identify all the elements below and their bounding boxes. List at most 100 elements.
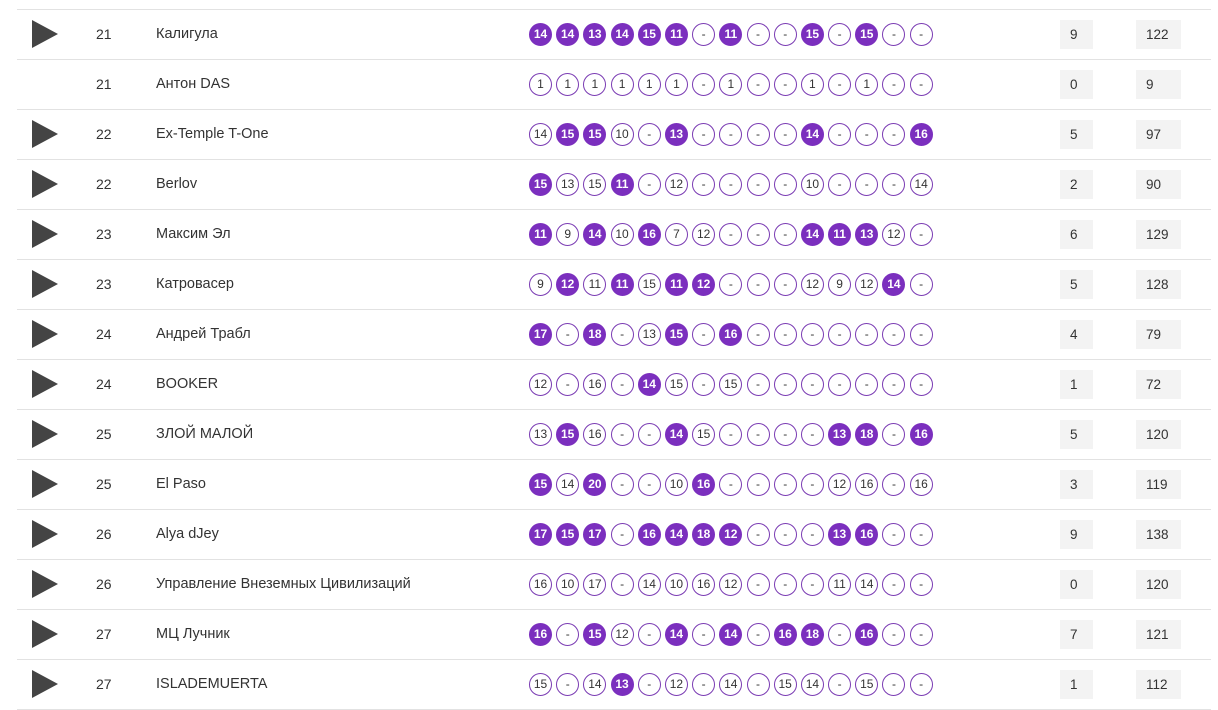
round-scores: 9 12 11 11 15 11 12- - -12 9 12 14-: [529, 273, 937, 296]
table-row: 23 Катровасер 9 12 11 11 15 11 12- - -12 9 12 14-5 128: [17, 260, 1211, 310]
round-score: -: [855, 323, 879, 346]
play-icon[interactable]: [30, 119, 60, 149]
play-icon[interactable]: [30, 669, 60, 699]
wins-count: 9: [1060, 20, 1093, 49]
round-score: -: [692, 73, 716, 96]
round-score-win: 14: [882, 273, 906, 296]
round-score: -: [909, 673, 933, 696]
round-score-win: 14: [664, 523, 688, 546]
round-score: -: [800, 373, 824, 396]
play-icon[interactable]: [30, 569, 60, 599]
play-icon[interactable]: [30, 469, 60, 499]
round-score-win: 15: [529, 473, 552, 496]
place-number: 24: [96, 376, 112, 392]
round-score: -: [909, 323, 933, 346]
round-score-win: 16: [637, 523, 661, 546]
round-score: 12: [719, 573, 743, 596]
team-name: BOOKER: [156, 376, 219, 392]
place-number: 26: [96, 526, 112, 542]
wins-count: 9: [1060, 520, 1093, 549]
round-score: -: [556, 623, 580, 646]
round-score: -: [746, 123, 770, 146]
round-score: -: [637, 473, 661, 496]
round-score: 16: [855, 473, 879, 496]
play-icon[interactable]: [30, 619, 60, 649]
round-score: -: [692, 373, 716, 396]
round-score-win: 14: [583, 223, 607, 246]
round-score: -: [828, 373, 852, 396]
round-score: 14: [855, 573, 879, 596]
total-score: 129: [1136, 220, 1181, 249]
wins-count: 2: [1060, 170, 1093, 199]
round-score: 1: [637, 73, 661, 96]
round-score-win: 14: [610, 23, 634, 46]
round-score: 14: [556, 473, 580, 496]
round-score: -: [719, 223, 743, 246]
round-scores: 15 14 20- -10 16- - - -12 16-16: [529, 473, 937, 496]
round-score: -: [773, 173, 797, 196]
round-score: -: [909, 73, 933, 96]
round-score-win: 15: [583, 123, 607, 146]
round-score: -: [773, 23, 797, 46]
wins-count: 3: [1060, 470, 1093, 499]
team-name: Катровасер: [156, 276, 234, 292]
round-score: 11: [828, 573, 852, 596]
round-score-win: 14: [800, 223, 824, 246]
round-score-win: 13: [855, 223, 879, 246]
round-scores: 13 15 16- -14 15- - - -13 18-16: [529, 423, 937, 446]
play-icon[interactable]: [30, 269, 60, 299]
round-score: -: [773, 573, 797, 596]
round-score: -: [855, 373, 879, 396]
wins-count: 6: [1060, 220, 1093, 249]
round-score: 1: [719, 73, 743, 96]
play-icon[interactable]: [30, 419, 60, 449]
round-score: -: [773, 223, 797, 246]
play-icon[interactable]: [30, 219, 60, 249]
play-icon[interactable]: [30, 19, 60, 49]
round-score-win: 15: [556, 123, 580, 146]
round-score: 15: [583, 173, 607, 196]
place-number: 21: [96, 26, 112, 42]
round-score: -: [719, 123, 743, 146]
round-score-win: 16: [692, 473, 716, 496]
round-score: -: [882, 523, 906, 546]
play-icon[interactable]: [30, 319, 60, 349]
round-score-win: 16: [855, 623, 879, 646]
place-number: 22: [96, 176, 112, 192]
round-score: -: [610, 523, 634, 546]
team-name: Ex-Temple T-One: [156, 126, 269, 142]
round-score-win: 14: [556, 23, 580, 46]
place-number: 23: [96, 226, 112, 242]
round-score: 12: [664, 173, 688, 196]
round-score: -: [909, 23, 933, 46]
round-score-win: 16: [719, 323, 743, 346]
round-score: 15: [664, 373, 688, 396]
round-score: -: [909, 523, 933, 546]
round-score: -: [746, 373, 770, 396]
round-score-win: 18: [855, 423, 879, 446]
round-score: 15: [719, 373, 743, 396]
round-score: 16: [583, 373, 607, 396]
round-score: -: [556, 373, 580, 396]
round-score-win: 14: [529, 23, 552, 46]
round-score: -: [637, 673, 661, 696]
round-score: 12: [692, 223, 716, 246]
play-icon[interactable]: [30, 369, 60, 399]
round-score: -: [773, 73, 797, 96]
round-score: -: [746, 573, 770, 596]
round-score: 12: [529, 373, 552, 396]
round-score-win: 15: [556, 423, 580, 446]
round-score: 13: [637, 323, 661, 346]
round-score: 15: [692, 423, 716, 446]
round-score-win: 13: [610, 673, 634, 696]
round-score-win: 11: [529, 223, 552, 246]
play-icon[interactable]: [30, 169, 60, 199]
round-score: 1: [800, 73, 824, 96]
round-score-win: 16: [909, 423, 933, 446]
round-score: -: [610, 323, 634, 346]
round-score: 12: [855, 273, 879, 296]
place-number: 25: [96, 476, 112, 492]
round-score: -: [882, 623, 906, 646]
play-icon[interactable]: [30, 519, 60, 549]
table-row: 22 Ex-Temple T-One 14 15 15 10-13- - - -14- - -16 5…: [17, 110, 1211, 160]
